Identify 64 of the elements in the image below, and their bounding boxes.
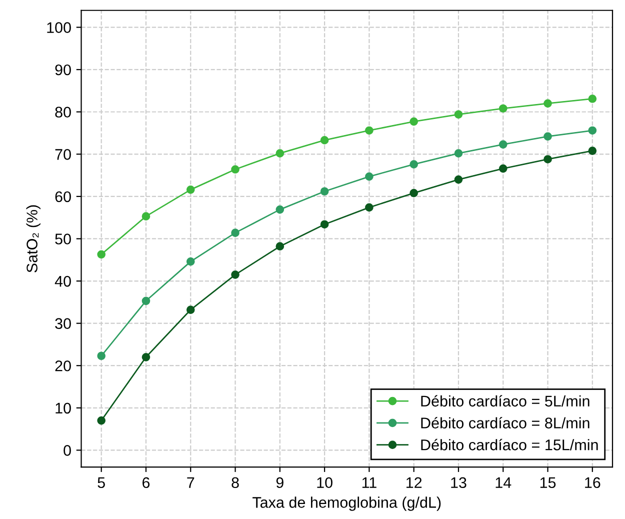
x-tick-label: 14 — [496, 477, 512, 488]
point — [231, 165, 240, 174]
y-tick-label: 100 — [47, 22, 71, 33]
point — [142, 212, 150, 220]
y-tick-label: 30 — [55, 318, 71, 330]
point — [365, 172, 374, 181]
x-axis-title: Taxa de hemoglobina (g/dL) — [252, 496, 441, 511]
point — [498, 164, 508, 173]
point — [544, 132, 552, 141]
x-tick-label: 13 — [451, 477, 466, 488]
point — [186, 186, 195, 194]
x-tick-label: 7 — [187, 477, 194, 488]
x-tick-label: 9 — [276, 477, 284, 488]
y-tick-label: 20 — [55, 360, 71, 372]
y-tick-label: 70 — [55, 149, 71, 160]
x-tick-label: 16 — [585, 477, 600, 488]
point — [588, 126, 597, 135]
point — [454, 149, 463, 158]
point — [320, 220, 329, 229]
point — [276, 205, 284, 214]
point — [276, 149, 284, 158]
point — [97, 416, 106, 425]
y-tick-label: 0 — [64, 445, 71, 456]
point — [276, 242, 284, 251]
point — [231, 228, 240, 237]
point — [320, 136, 329, 144]
x-tick-label: 8 — [232, 477, 239, 488]
point — [544, 155, 552, 164]
y-tick-label: 40 — [54, 276, 71, 287]
point — [454, 175, 463, 184]
point — [544, 99, 552, 108]
point — [365, 203, 374, 212]
y-tick-label: 50 — [55, 234, 71, 244]
x-tick-label: 12 — [406, 477, 422, 488]
point — [142, 296, 150, 306]
x-tick-label: 6 — [142, 477, 150, 488]
x-tick-label: 15 — [540, 477, 556, 488]
legend-label: Débito cardíaco = 8L/min — [421, 417, 590, 428]
point — [588, 94, 597, 103]
legend-label: Débito cardíaco = 15L/min — [421, 438, 598, 450]
point — [365, 126, 374, 135]
point — [186, 257, 195, 266]
point — [588, 146, 597, 155]
y-tick-label: 60 — [55, 191, 71, 202]
y-axis-title: SatO₂ (%) — [26, 205, 40, 272]
point — [231, 270, 240, 279]
point — [320, 187, 329, 196]
point — [97, 352, 106, 360]
x-tick-label: 5 — [98, 477, 105, 488]
point — [410, 117, 418, 126]
point — [186, 306, 195, 314]
point — [97, 250, 106, 259]
legend-label: Débito cardíaco = 5L/min — [421, 395, 590, 407]
point — [498, 104, 508, 113]
y-tick-label: 90 — [55, 64, 71, 76]
x-tick-label: 11 — [362, 477, 376, 488]
y-tick-label: 80 — [55, 106, 71, 118]
y-tick-label: 10 — [56, 402, 71, 414]
x-tick-label: 10 — [317, 477, 332, 488]
point — [410, 188, 418, 198]
point — [498, 140, 508, 149]
point — [142, 352, 150, 362]
point — [410, 160, 418, 168]
point — [454, 110, 463, 119]
